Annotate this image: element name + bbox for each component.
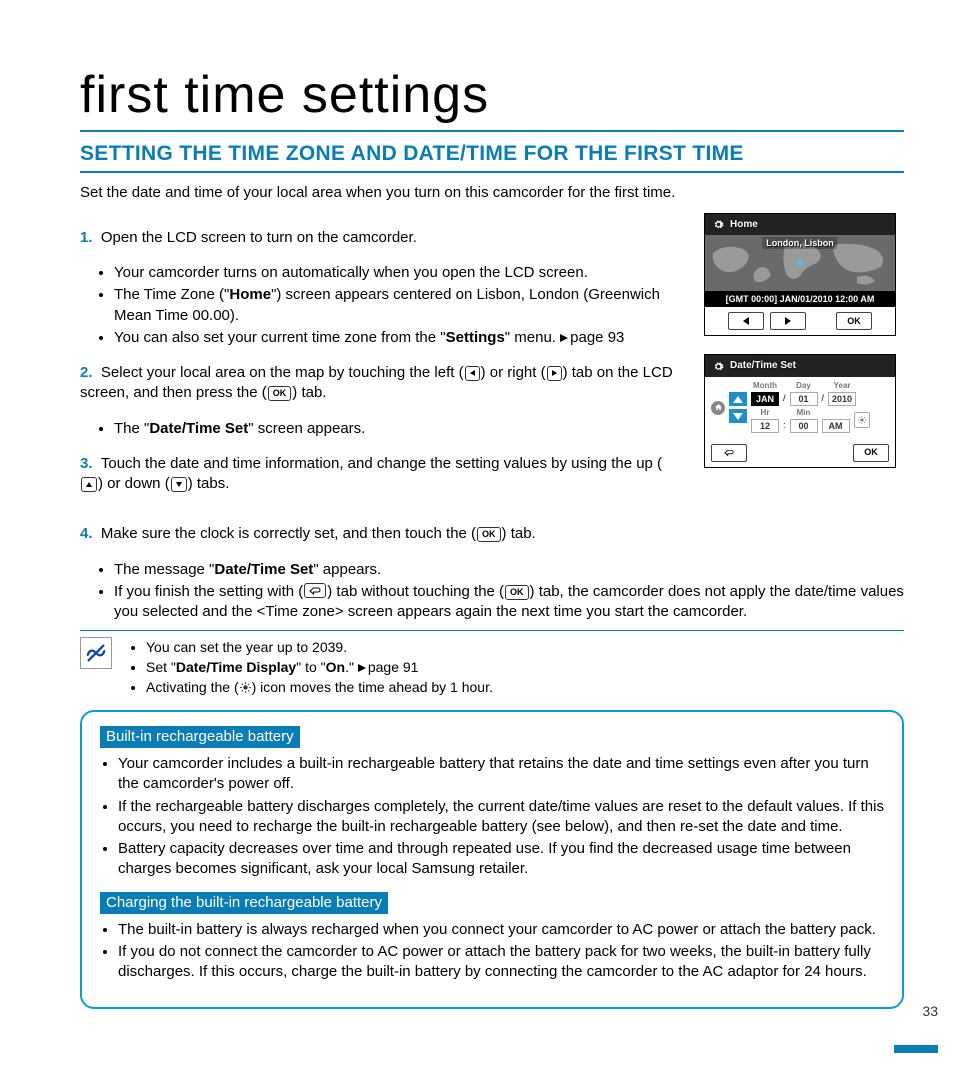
step-3: 3. Touch the date and time information, …: [80, 454, 680, 495]
step-2: 2. Select your local area on the map by …: [80, 363, 680, 404]
home-icon: [711, 401, 725, 415]
section-title: SETTING THE TIME ZONE AND DATE/TIME FOR …: [80, 140, 904, 172]
info-b2: If the rechargeable battery discharges c…: [118, 797, 884, 838]
gear-icon: [713, 219, 724, 230]
dst-icon: [239, 680, 252, 699]
min-label: Min: [790, 408, 818, 419]
info-box: Built-in rechargeable battery Your camco…: [80, 710, 904, 1009]
down-button[interactable]: [729, 409, 747, 423]
year-label: Year: [828, 381, 856, 392]
dst-toggle[interactable]: [854, 412, 870, 428]
home-screen-title: Home: [730, 218, 758, 232]
separator: [80, 630, 904, 631]
note-icon: [80, 637, 112, 669]
step-2-bullet-1: The "Date/Time Set" screen appears.: [114, 419, 680, 439]
info-b1: Your camcorder includes a built-in recha…: [118, 754, 884, 795]
ok-tab-icon: OK: [477, 527, 501, 542]
info-heading-1: Built-in rechargeable battery: [100, 726, 300, 748]
home-screen: Home London, Lisbon ✦ [GMT 00:00] JAN/01…: [704, 213, 896, 337]
down-tab-icon: [171, 477, 187, 492]
page-number: 33: [922, 1002, 938, 1021]
prev-button[interactable]: [728, 312, 764, 330]
next-button[interactable]: [770, 312, 806, 330]
note-2: Set "Date/Time Display" to "On." page 91: [146, 658, 493, 677]
ok-tab-icon: OK: [268, 386, 292, 401]
arrow-right-icon: [358, 664, 366, 672]
page-tab: [894, 1045, 938, 1053]
ampm-field[interactable]: AM: [822, 419, 850, 433]
step-4-bullet-1: The message "Date/Time Set" appears.: [114, 560, 904, 580]
left-tab-icon: [465, 366, 480, 381]
day-field[interactable]: 01: [790, 392, 818, 406]
right-tab-icon: [547, 366, 562, 381]
datetime-screen: Date/Time Set MonthJAN / Day01 / Year: [704, 354, 896, 467]
year-field[interactable]: 2010: [828, 392, 856, 406]
min-field[interactable]: 00: [790, 419, 818, 433]
info-c2: If you do not connect the camcorder to A…: [118, 942, 884, 983]
ok-tab-icon: OK: [505, 585, 529, 600]
month-label: Month: [751, 381, 779, 392]
hr-field[interactable]: 12: [751, 419, 779, 433]
page-title: first time settings: [80, 60, 904, 132]
step-1: 1. Open the LCD screen to turn on the ca…: [80, 228, 680, 248]
info-heading-2: Charging the built-in rechargeable batte…: [100, 892, 388, 914]
step-4-bullet-2: If you finish the setting with () tab wi…: [114, 582, 904, 623]
crosshair-icon: ✦: [795, 255, 805, 271]
step-4: 4. Make sure the clock is correctly set,…: [80, 524, 904, 544]
hr-label: Hr: [751, 408, 779, 419]
return-tab-icon: [304, 583, 326, 598]
info-b3: Battery capacity decreases over time and…: [118, 839, 884, 880]
step-1-bullet-3: You can also set your current time zone …: [114, 328, 680, 348]
month-field[interactable]: JAN: [751, 392, 779, 406]
intro-text: Set the date and time of your local area…: [80, 183, 904, 203]
ok-button[interactable]: OK: [853, 444, 889, 462]
up-button[interactable]: [729, 392, 747, 406]
ok-button[interactable]: OK: [836, 312, 872, 330]
city-label: London, Lisbon: [762, 237, 837, 249]
gear-icon: [713, 361, 724, 372]
datetime-screen-title: Date/Time Set: [730, 359, 796, 373]
arrow-right-icon: [560, 334, 568, 342]
day-label: Day: [790, 381, 818, 392]
note-3: Activating the () icon moves the time ah…: [146, 678, 493, 699]
note-1: You can set the year up to 2039.: [146, 638, 493, 657]
up-tab-icon: [81, 477, 97, 492]
back-button[interactable]: [711, 444, 747, 462]
step-1-bullet-1: Your camcorder turns on automatically wh…: [114, 263, 680, 283]
info-c1: The built-in battery is always recharged…: [118, 920, 884, 940]
gmt-line: [GMT 00:00] JAN/01/2010 12:00 AM: [705, 291, 895, 307]
step-1-bullet-2: The Time Zone ("Home") screen appears ce…: [114, 285, 680, 326]
return-icon: [724, 449, 734, 457]
dst-icon: [857, 415, 867, 425]
